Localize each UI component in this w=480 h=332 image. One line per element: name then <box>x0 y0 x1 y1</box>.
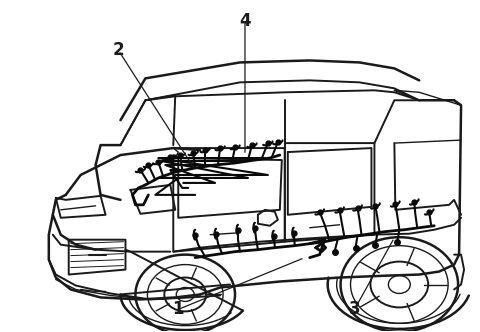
Text: 4: 4 <box>239 12 251 30</box>
Text: 3: 3 <box>348 300 360 318</box>
Text: 1: 1 <box>172 300 184 318</box>
Text: 2: 2 <box>113 42 124 59</box>
